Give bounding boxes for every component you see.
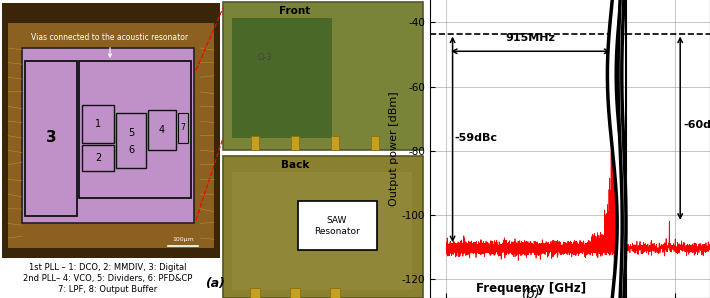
Text: 2: 2 <box>95 153 101 163</box>
Bar <box>82 105 114 143</box>
Text: 4: 4 <box>159 125 165 135</box>
Bar <box>25 61 77 216</box>
Bar <box>290 288 300 298</box>
Bar <box>223 156 423 298</box>
Y-axis label: Output power [dBm]: Output power [dBm] <box>389 92 399 206</box>
FancyBboxPatch shape <box>298 201 377 250</box>
Text: Vias connected to the acoustic resonator: Vias connected to the acoustic resonator <box>31 33 189 57</box>
Text: Front: Front <box>279 6 311 16</box>
Bar <box>148 110 176 150</box>
Bar <box>22 48 194 223</box>
Bar <box>291 136 299 150</box>
Bar <box>330 288 340 298</box>
Text: 7: LPF, 8: Output Buffer: 7: LPF, 8: Output Buffer <box>58 285 158 294</box>
Text: -60dBc: -60dBc <box>683 120 710 130</box>
Text: 915MHz: 915MHz <box>506 33 556 43</box>
Text: 100μm: 100μm <box>172 237 194 242</box>
Text: 1: 1 <box>95 119 101 129</box>
Text: -59dBc: -59dBc <box>454 133 498 143</box>
Text: 1st PLL – 1: DCO, 2: MMDIV, 3: Digital: 1st PLL – 1: DCO, 2: MMDIV, 3: Digital <box>29 263 187 272</box>
Bar <box>116 113 146 168</box>
Bar <box>79 61 191 198</box>
Bar <box>331 136 339 150</box>
Bar <box>232 18 332 138</box>
Text: Frequency [GHz]: Frequency [GHz] <box>476 282 586 295</box>
Text: 2nd PLL– 4: VCO, 5: Dividers, 6: PFD&CP: 2nd PLL– 4: VCO, 5: Dividers, 6: PFD&CP <box>23 274 192 283</box>
Bar <box>178 113 188 143</box>
Text: 5: 5 <box>128 128 134 138</box>
Bar <box>2 3 220 258</box>
Bar <box>82 145 114 171</box>
Bar <box>371 136 379 150</box>
Text: 7: 7 <box>180 123 185 133</box>
Text: Ω-3: Ω-3 <box>258 54 273 63</box>
Text: 3: 3 <box>45 131 56 145</box>
Bar <box>223 2 423 150</box>
Text: (b): (b) <box>522 288 540 298</box>
Bar <box>250 288 260 298</box>
Bar <box>8 23 214 248</box>
Bar <box>232 172 412 290</box>
Bar <box>251 136 259 150</box>
Text: Back: Back <box>281 160 309 170</box>
Text: (a): (a) <box>205 277 225 290</box>
Text: 6: 6 <box>128 145 134 155</box>
Text: SAW
Resonator: SAW Resonator <box>314 216 360 236</box>
